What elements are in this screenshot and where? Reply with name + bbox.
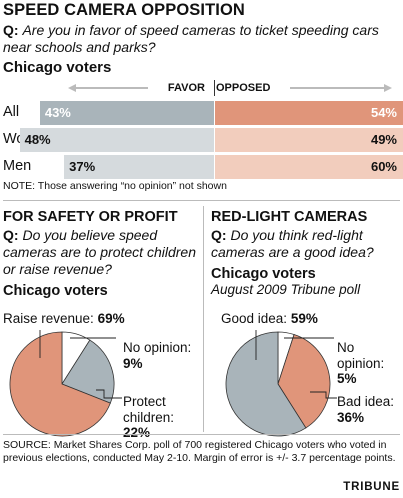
divider-bottom (3, 434, 400, 435)
bar-opposed (215, 155, 403, 179)
left-arrow-line (76, 87, 148, 89)
label-good-idea: Good idea: 59% (221, 311, 318, 327)
note-text: NOTE: Those answering “no opinion” not s… (3, 180, 227, 192)
pie-chart-left (9, 330, 122, 437)
slice-raise-revenue (9, 331, 111, 437)
right-subtitle: August 2009 Tribune poll (211, 282, 361, 297)
leader-line (310, 391, 337, 399)
leader-line (96, 389, 122, 399)
bar-favor (64, 155, 214, 179)
left-column: FOR SAFETY OR PROFIT Q: Do you believe s… (3, 209, 199, 299)
right-title: RED-LIGHT CAMERAS (211, 209, 368, 225)
label-bad-text: Bad idea: (337, 394, 395, 409)
bar-favor-value: 37% (69, 159, 96, 174)
slice-bad-idea (277, 334, 331, 429)
label-no-opinion-left: No opinion: 9% (123, 340, 191, 371)
right-arrow-icon (384, 84, 392, 92)
main-question-text: Are you in favor of speed cameras to tic… (3, 22, 379, 55)
label-noop-left-text: No opinion: (123, 340, 192, 355)
bar-favor (19, 128, 214, 152)
bar-opposed-value: 60% (370, 159, 397, 174)
label-good-value: 59% (290, 311, 318, 326)
label-protect-text: Protect children: (123, 394, 175, 425)
right-question: Q: Do you think red-light cameras are a … (211, 227, 403, 261)
label-protect-children: Protect children: 22% (123, 394, 203, 441)
bar-legend: FAVOR OPPOSED (68, 80, 398, 96)
legend-favor: FAVOR (167, 82, 205, 94)
right-question-label: Q: (211, 227, 227, 243)
label-noop-right-value: 5% (337, 371, 357, 386)
bar-row-all: All 43% 54% (0, 101, 403, 125)
left-subhead: Chicago voters (3, 283, 108, 299)
tribune-logo: TRIBUNE (343, 481, 400, 493)
label-raise-text: Raise revenue: (3, 311, 94, 326)
label-bad-idea: Bad idea: 36% (337, 394, 394, 425)
bar-opposed (215, 101, 403, 125)
right-arrow-line (290, 87, 384, 89)
source-text: SOURCE: Market Shares Corp. poll of 700 … (3, 439, 396, 464)
bar-opposed-value: 49% (370, 132, 397, 147)
main-subhead: Chicago voters (3, 59, 112, 76)
legend-opposed: OPPOSED (216, 82, 271, 94)
bar-favor-value: 48% (24, 132, 51, 147)
divider-top (3, 200, 400, 201)
pie-chart-right (225, 330, 337, 437)
main-question-label: Q: (3, 22, 19, 38)
right-question-text: Do you think red-light cameras are a goo… (211, 227, 374, 260)
main-question: Q: Are you in favor of speed cameras to … (3, 22, 401, 56)
label-noop-right-text: No opinion: (337, 340, 385, 371)
bar-favor (39, 101, 214, 125)
bar-row-men: Men 37% 60% (0, 155, 403, 179)
label-protect-value: 22% (123, 425, 151, 440)
left-question-text: Do you believe speed cameras are to prot… (3, 227, 196, 277)
label-no-opinion-right: No opinion: 5% (337, 340, 403, 387)
label-bad-value: 36% (337, 409, 365, 425)
right-column: RED-LIGHT CAMERAS Q: Do you think red-li… (211, 209, 403, 297)
label-noop-left-value: 9% (123, 355, 143, 371)
label-raise-value: 69% (97, 311, 125, 326)
left-question: Q: Do you believe speed cameras are to p… (3, 227, 199, 278)
divider-vertical (203, 206, 204, 432)
left-title: FOR SAFETY OR PROFIT (3, 209, 178, 225)
bar-category-label: All (3, 104, 20, 120)
left-question-label: Q: (3, 227, 19, 243)
bar-opposed (215, 128, 403, 152)
bar-category-label: Men (3, 158, 32, 174)
left-arrow-icon (68, 84, 76, 92)
slice-protect-children (61, 339, 115, 404)
main-title: SPEED CAMERA OPPOSITION (3, 1, 245, 19)
bar-opposed-value: 54% (370, 105, 397, 120)
bar-row-women: Women48%49% (0, 128, 403, 152)
label-good-text: Good idea: (221, 311, 288, 326)
label-raise-revenue: Raise revenue: 69% (3, 311, 125, 327)
slice-good-idea (225, 331, 307, 437)
bar-favor-value: 43% (44, 105, 71, 120)
right-subhead: Chicago voters (211, 266, 316, 282)
legend-divider (214, 80, 215, 96)
